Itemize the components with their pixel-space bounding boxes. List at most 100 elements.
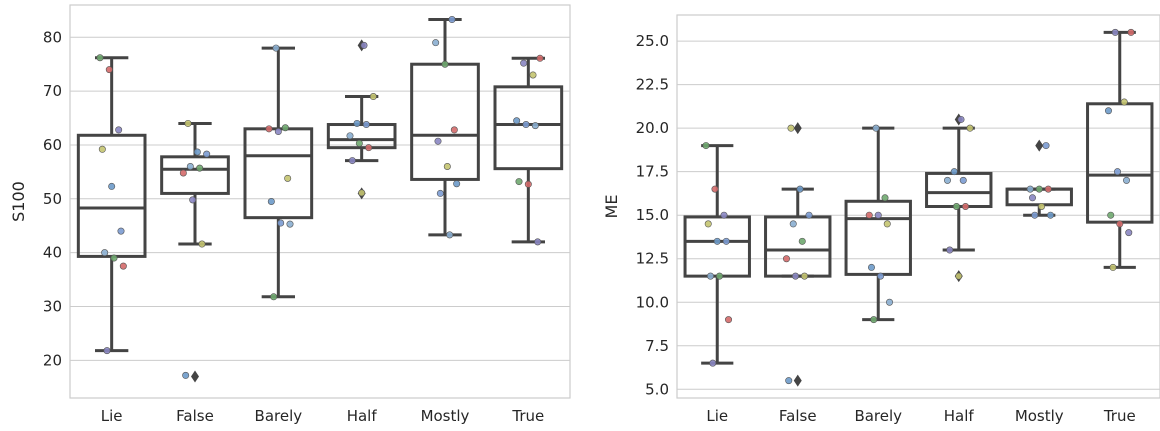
data-point	[1031, 211, 1039, 219]
x-tick-label: Half	[347, 407, 378, 425]
data-point	[117, 227, 125, 235]
data-point	[515, 178, 523, 186]
data-point	[179, 169, 187, 177]
data-point	[186, 163, 194, 171]
data-point	[805, 211, 813, 219]
data-point	[966, 124, 974, 132]
data-point	[886, 298, 894, 306]
data-point	[522, 121, 530, 129]
y-tick-label: 20.0	[636, 119, 669, 137]
data-point	[348, 157, 356, 165]
data-point	[1038, 203, 1046, 211]
x-tick-label: True	[511, 407, 544, 425]
data-point	[1107, 211, 1115, 219]
iqr-box	[493, 85, 564, 171]
data-point	[453, 180, 461, 188]
data-point	[110, 254, 118, 262]
y-tick-label: 15.0	[636, 206, 669, 224]
data-point	[1123, 176, 1131, 184]
data-point	[1042, 142, 1050, 150]
data-point	[265, 125, 273, 133]
data-point	[536, 54, 544, 62]
data-point	[369, 93, 377, 101]
plot-frame	[69, 4, 571, 399]
data-point	[196, 164, 204, 172]
y-tick-label: 25.0	[636, 32, 669, 50]
x-tick-label: Half	[944, 407, 975, 425]
y-tick-label: 60	[43, 136, 62, 154]
outlier-marker	[793, 374, 802, 387]
data-point	[353, 119, 361, 127]
y-tick-label: 30	[43, 297, 62, 315]
data-point	[1109, 263, 1117, 271]
data-point	[704, 220, 712, 228]
data-point	[1125, 229, 1133, 237]
data-point	[789, 220, 797, 228]
data-point	[448, 16, 456, 24]
data-point	[286, 220, 294, 228]
data-point	[716, 272, 724, 280]
data-point	[883, 220, 891, 228]
data-point	[713, 237, 721, 245]
data-point	[782, 255, 790, 263]
data-point	[98, 145, 106, 153]
data-point	[184, 119, 192, 127]
x-tick-label: Lie	[101, 407, 123, 425]
data-point	[434, 137, 442, 145]
data-point	[720, 211, 728, 219]
data-point	[711, 185, 719, 193]
data-point	[450, 126, 458, 134]
x-tick-label: Barely	[255, 407, 303, 425]
data-point	[1127, 28, 1135, 36]
y-axis-label: S100	[9, 181, 28, 222]
data-point	[952, 203, 960, 211]
data-point	[267, 198, 275, 206]
data-point	[943, 176, 951, 184]
data-point	[103, 347, 111, 355]
data-point	[198, 240, 206, 248]
data-point	[96, 54, 104, 62]
data-point	[281, 124, 289, 132]
y-axis-label: ME	[602, 195, 621, 219]
y-tick-label: 12.5	[636, 250, 669, 268]
data-point	[955, 272, 963, 280]
data-point	[355, 139, 363, 147]
data-point	[1026, 185, 1034, 193]
data-point	[446, 231, 454, 239]
data-point	[796, 185, 804, 193]
data-point	[529, 71, 537, 79]
data-point	[870, 316, 878, 324]
data-point	[962, 203, 970, 211]
y-tick-label: 10.0	[636, 293, 669, 311]
data-point	[798, 237, 806, 245]
data-point	[791, 272, 799, 280]
y-tick-label: 40	[43, 244, 62, 262]
data-point	[284, 174, 292, 182]
y-tick-label: 20	[43, 351, 62, 369]
data-point	[346, 132, 354, 140]
y-tick-label: 17.5	[636, 163, 669, 181]
data-point	[360, 41, 368, 49]
data-point	[119, 262, 127, 270]
data-point	[801, 272, 809, 280]
y-tick-label: 80	[43, 28, 62, 46]
box-false	[160, 121, 230, 383]
data-point	[274, 128, 282, 136]
data-point	[877, 272, 885, 280]
data-point	[534, 238, 542, 246]
x-tick-label: Mostly	[1015, 407, 1064, 425]
data-point	[272, 44, 280, 52]
data-point	[865, 211, 873, 219]
data-point	[1028, 194, 1036, 202]
data-point	[959, 176, 967, 184]
y-tick-label: 7.5	[645, 337, 669, 355]
data-point	[443, 163, 451, 171]
data-point	[1120, 98, 1128, 106]
data-point	[513, 117, 521, 125]
data-point	[1035, 185, 1043, 193]
data-point	[441, 60, 449, 68]
data-point	[706, 272, 714, 280]
x-tick-label: False	[176, 407, 214, 425]
data-point	[1113, 168, 1121, 176]
